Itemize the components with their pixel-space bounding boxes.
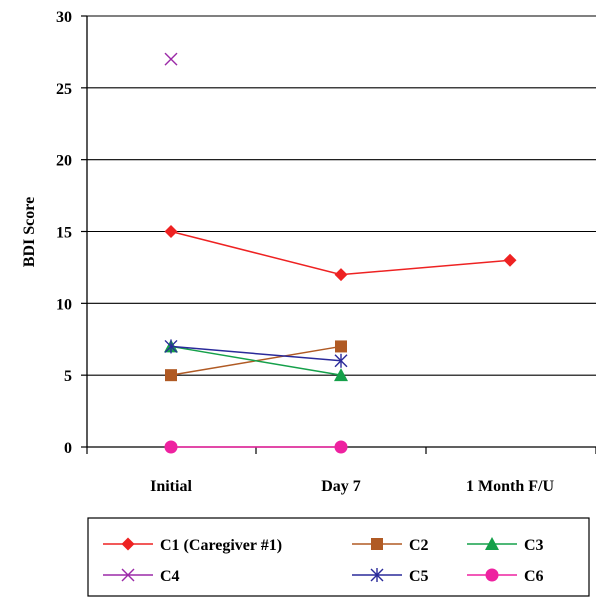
series-line <box>170 230 511 276</box>
series-c4 <box>164 52 178 66</box>
legend-item: C3 <box>467 537 544 554</box>
data-point <box>334 440 348 454</box>
legend-marker <box>371 538 383 550</box>
legend-item: C6 <box>467 568 544 585</box>
legend-label: C2 <box>409 537 429 554</box>
data-point <box>335 340 347 353</box>
legend-marker <box>370 568 384 582</box>
legend-marker <box>485 568 499 582</box>
x-tick-label: Initial <box>150 478 192 495</box>
series-layer <box>164 52 517 454</box>
data-point <box>164 52 178 66</box>
y-tick-label: 5 <box>64 368 72 385</box>
y-tick-label: 20 <box>56 153 72 170</box>
legend-label: C1 (Caregiver #1) <box>160 537 282 554</box>
y-tick-label: 25 <box>56 81 72 98</box>
gridlines <box>87 15 596 376</box>
series-c6 <box>164 440 348 454</box>
legend: C1 (Caregiver #1) C2 C3 C4 C5 C6 <box>87 517 590 597</box>
data-point <box>165 369 177 382</box>
data-point <box>334 368 348 382</box>
legend-item: C1 (Caregiver #1) <box>103 537 282 554</box>
series-c5 <box>164 339 348 368</box>
data-point <box>164 440 178 454</box>
data-point <box>334 353 348 368</box>
legend-marker <box>485 537 499 550</box>
data-point <box>164 225 178 238</box>
x-tick-label: Day 7 <box>321 478 361 495</box>
legend-item: C4 <box>103 568 180 585</box>
legend-label: C4 <box>160 568 180 585</box>
data-point <box>334 268 348 282</box>
y-axis-title: BDI Score <box>21 197 38 267</box>
y-tick-label: 15 <box>56 225 72 242</box>
legend-marker <box>121 537 135 551</box>
data-point <box>164 339 178 354</box>
series-line <box>170 345 342 362</box>
legend-box <box>87 517 590 597</box>
y-tick-label: 10 <box>56 296 72 313</box>
legend-marker-stroke <box>121 568 135 582</box>
legend-item: C5 <box>352 568 429 585</box>
legend-label: C5 <box>409 568 429 585</box>
legend-marker <box>121 568 135 582</box>
y-tick-label: 30 <box>56 9 72 26</box>
legend-label: C3 <box>524 537 544 554</box>
y-ticks: 0 5 10 15 20 25 30 <box>56 9 87 457</box>
data-point-stroke <box>164 52 178 66</box>
legend-item: C2 <box>352 537 429 554</box>
series-line <box>170 345 342 376</box>
series-c1-caregiver-1 <box>164 225 517 282</box>
legend-label: C6 <box>524 568 544 585</box>
y-tick-label: 0 <box>64 440 72 457</box>
x-tick-label: 1 Month F/U <box>466 478 554 495</box>
data-point <box>503 253 517 267</box>
x-ticks: Initial Day 7 1 Month F/U <box>86 447 596 495</box>
